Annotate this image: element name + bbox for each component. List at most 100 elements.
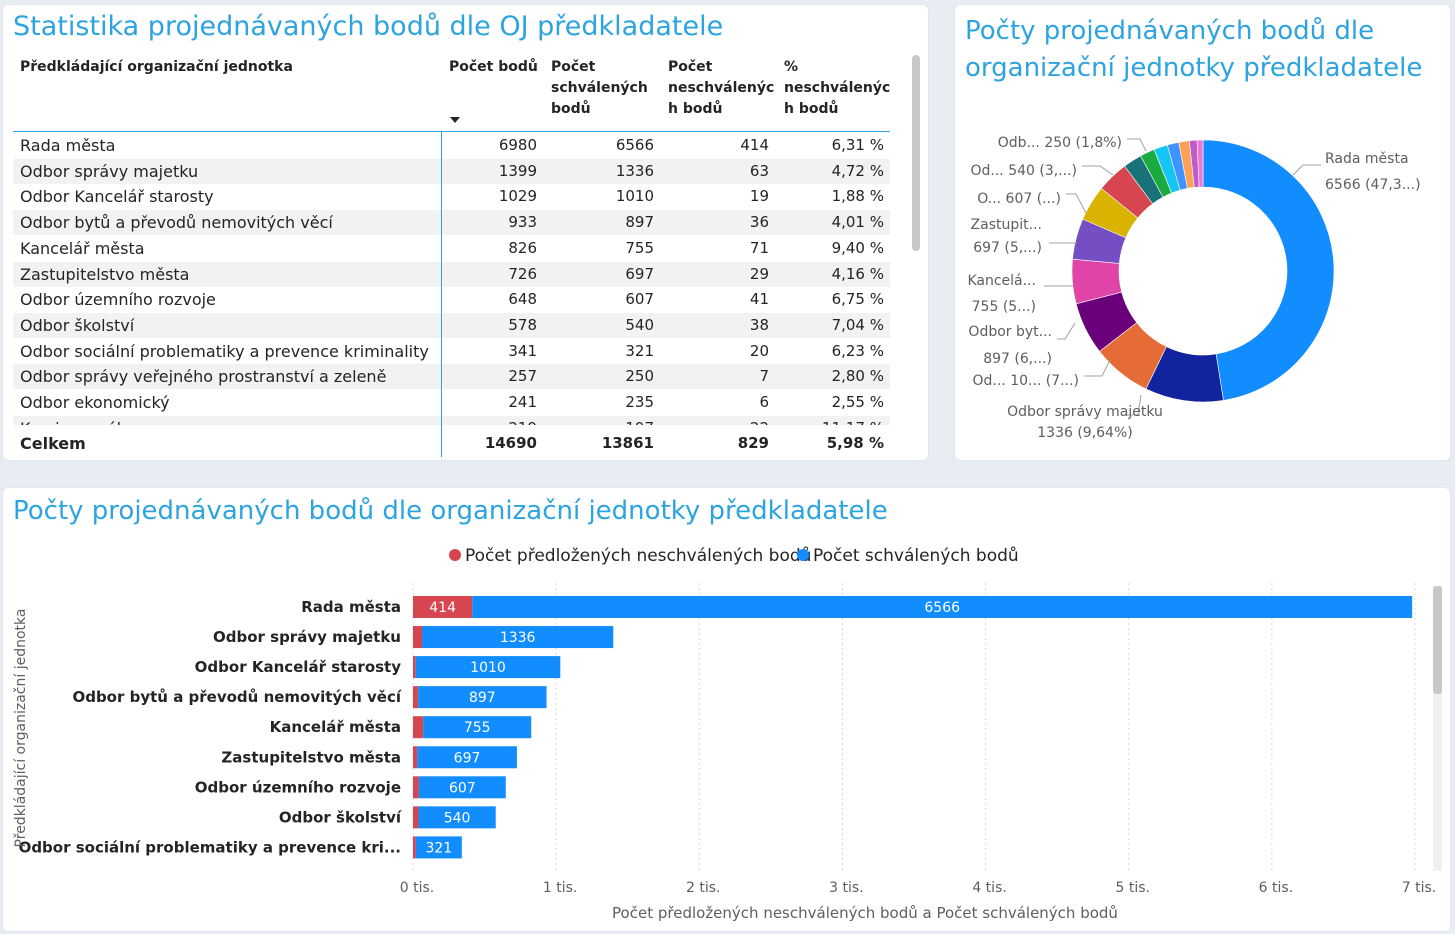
bar-approved[interactable] bbox=[423, 716, 532, 739]
bar-approved-label: 1336 bbox=[500, 630, 536, 646]
donut-data-label: Odb... 250 (1,8%) bbox=[998, 135, 1122, 151]
x-tick-label: 5 tis. bbox=[1115, 880, 1149, 896]
table-row[interactable]: Kancelář města 826 755 71 9,40 % bbox=[13, 236, 890, 261]
bar-rejected[interactable] bbox=[413, 626, 423, 649]
table-row[interactable]: Odbor správy veřejného prostranství a ze… bbox=[13, 364, 890, 390]
sort-desc-icon[interactable] bbox=[450, 117, 460, 123]
table-row[interactable]: Odbor správy majetku 1399 1336 63 4,72 % bbox=[13, 158, 890, 184]
row-unit-name: Odbor ekonomický bbox=[20, 393, 170, 412]
header-rejected[interactable]: Počet neschválenýc h bodů bbox=[668, 57, 774, 120]
row-value: 235 bbox=[625, 393, 654, 411]
bar-approved-label: 321 bbox=[425, 840, 452, 856]
header-divider bbox=[13, 131, 890, 132]
table-row[interactable]: Odbor ekonomický 241 235 6 2,55 % bbox=[13, 390, 890, 415]
table-row[interactable]: Odbor školství 578 540 38 7,04 % bbox=[13, 312, 890, 338]
row-value: 6980 bbox=[498, 136, 537, 154]
bar-approved[interactable] bbox=[418, 776, 506, 799]
donut-leader-line bbox=[1292, 164, 1321, 176]
table-scrollbar[interactable] bbox=[912, 55, 920, 445]
row-value: 63 bbox=[749, 161, 769, 180]
bar-approved[interactable] bbox=[415, 656, 561, 679]
bar-scrollbar-thumb[interactable] bbox=[1433, 586, 1442, 694]
bar-rejected[interactable] bbox=[413, 686, 419, 709]
table-row[interactable]: Odbor územního rozvoje 648 607 41 6,75 % bbox=[13, 287, 890, 312]
row-value: 2,80 % bbox=[831, 367, 884, 386]
y-axis-title: Předkládající organizační jednotka bbox=[13, 609, 29, 848]
donut-leader-line bbox=[1127, 138, 1147, 152]
category-label: Odbor Kancelář starosty bbox=[195, 658, 402, 676]
bar-rejected[interactable] bbox=[413, 806, 419, 829]
bar-rejected[interactable] bbox=[413, 656, 416, 679]
row-value: 4,72 % bbox=[831, 161, 884, 180]
donut-slice[interactable] bbox=[1196, 139, 1204, 188]
category-label: Odbor správy majetku bbox=[213, 628, 401, 646]
x-tick-label: 4 tis. bbox=[972, 880, 1006, 896]
header-approved-line: schválených bbox=[551, 80, 648, 96]
bar-approved[interactable] bbox=[418, 686, 547, 709]
donut-chart[interactable]: Rada města 6566 (47,3...) Odbor správy maj… bbox=[955, 5, 1450, 460]
row-value: 197 bbox=[625, 416, 654, 425]
table-row[interactable]: Zastupitelstvo města 726 697 29 4,16 % bbox=[13, 261, 890, 287]
bar-approved[interactable] bbox=[417, 746, 517, 769]
x-tick-label: 0 tis. bbox=[400, 880, 434, 896]
bar-chart[interactable]: Počet předložených neschválených bodů Poč… bbox=[3, 488, 1450, 931]
bar-rejected[interactable] bbox=[413, 716, 424, 739]
bar-rejected-label: 414 bbox=[429, 600, 456, 616]
header-points[interactable]: Počet bodů bbox=[449, 57, 538, 78]
row-value: 20 bbox=[749, 341, 769, 360]
row-value: 9,40 % bbox=[831, 238, 884, 257]
row-value: 41 bbox=[749, 290, 769, 309]
table-row[interactable]: Rada města 6980 6566 414 6,31 % bbox=[13, 133, 890, 158]
bar-approved[interactable] bbox=[472, 596, 1413, 618]
legend-marker-approved bbox=[797, 549, 809, 561]
category-label: Odbor školství bbox=[279, 808, 402, 826]
bar-title: Počty projednávaných bodů dle organizačn… bbox=[13, 496, 888, 526]
bar-rejected[interactable] bbox=[413, 776, 419, 799]
row-value: 7 bbox=[759, 367, 769, 386]
donut-leader-line bbox=[1057, 322, 1076, 340]
row-unit-name: Kancelář města bbox=[20, 238, 145, 258]
row-value: 933 bbox=[508, 213, 537, 232]
donut-data-label: Od... 540 (3,...) bbox=[970, 163, 1077, 179]
bar-approved-label: 897 bbox=[469, 690, 496, 706]
header-approved[interactable]: Počet schválených bodů bbox=[551, 57, 648, 120]
row-value: 38 bbox=[749, 315, 769, 334]
total-value: 13861 bbox=[601, 434, 654, 452]
bar-rejected[interactable] bbox=[413, 836, 416, 859]
bar-rejected[interactable] bbox=[413, 746, 418, 769]
bar-rejected[interactable] bbox=[413, 596, 473, 618]
row-value: 29 bbox=[749, 264, 769, 283]
x-tick-label: 3 tis. bbox=[829, 880, 863, 896]
bar-panel: Počty projednávaných bodů dle organizačn… bbox=[3, 488, 1450, 931]
table-row[interactable]: Komise a výbory 219 197 22 11,17 % bbox=[13, 415, 890, 425]
table-row[interactable]: Odbor Kancelář starosty 1029 1010 19 1,88 % bbox=[13, 184, 890, 209]
row-value: 1336 bbox=[615, 161, 654, 180]
category-label: Odbor bytů a převodů nemovitých věcí bbox=[72, 688, 401, 706]
donut-slice[interactable] bbox=[1202, 139, 1335, 401]
row-value: 755 bbox=[625, 238, 654, 257]
category-label: Odbor sociální problematiky a prevence k… bbox=[19, 838, 401, 856]
header-rejected-pct[interactable]: % neschválenýc h bodů bbox=[784, 57, 890, 120]
donut-data-label: 755 (5...) bbox=[972, 299, 1036, 315]
header-unit[interactable]: Předkládající organizační jednotka bbox=[20, 57, 293, 78]
header-rejected-pct-line: neschválenýc bbox=[784, 80, 891, 96]
row-value: 241 bbox=[508, 393, 537, 411]
row-unit-name: Odbor bytů a převodů nemovitých věcí bbox=[20, 213, 333, 233]
donut-data-label: 897 (6,...) bbox=[983, 351, 1052, 367]
total-value: 829 bbox=[737, 434, 769, 452]
bar-approved[interactable] bbox=[418, 806, 496, 829]
table-scrollbar-thumb[interactable] bbox=[912, 55, 920, 251]
total-value: 5,98 % bbox=[826, 434, 884, 452]
table-row[interactable]: Odbor sociální problematiky a prevence k… bbox=[13, 339, 890, 364]
bar-scrollbar-track[interactable] bbox=[1433, 586, 1442, 871]
row-value: 341 bbox=[508, 341, 537, 360]
header-rejected-pct-line: h bodů bbox=[784, 101, 839, 117]
category-label: Rada města bbox=[301, 598, 401, 616]
table-body[interactable]: Rada města 6980 6566 414 6,31 % Odbor správy … bbox=[13, 132, 890, 425]
table-row[interactable]: Odbor bytů a převodů nemovitých věcí 933 8… bbox=[13, 210, 890, 236]
donut-data-label: O... 607 (...) bbox=[977, 191, 1061, 207]
bar-approved[interactable] bbox=[415, 836, 462, 859]
bar-approved-label: 6566 bbox=[924, 600, 960, 616]
x-tick-label: 7 tis. bbox=[1402, 880, 1436, 896]
bar-approved[interactable] bbox=[422, 626, 614, 649]
